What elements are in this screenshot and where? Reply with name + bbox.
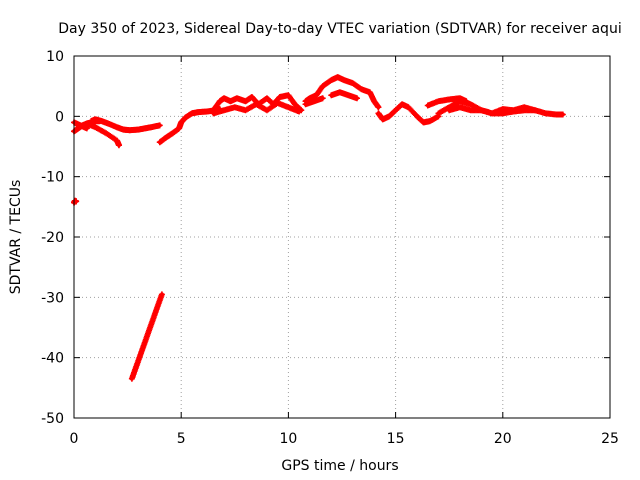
- axis-ticks: 0 5 10 15 20 25 10 0 -10 -20 -30 -40 -50: [41, 49, 619, 447]
- series-seg4: [88, 116, 163, 134]
- series-seg6: [128, 291, 165, 382]
- x-tick-label: 25: [601, 431, 619, 447]
- series-seg12: [375, 101, 442, 126]
- y-axis-label: SDTVAR / TECUs: [8, 180, 24, 295]
- series-seg14: [424, 95, 470, 109]
- series-seg5: [71, 197, 80, 206]
- x-tick-label: 0: [70, 431, 79, 447]
- data-point: [116, 142, 123, 149]
- series-seg2: [71, 119, 90, 132]
- data-point: [375, 104, 382, 111]
- grid: [74, 56, 610, 418]
- data-point: [559, 111, 566, 118]
- x-tick-label: 5: [177, 431, 186, 447]
- y-tick-label: 0: [55, 109, 64, 125]
- series-seg11: [328, 89, 361, 102]
- data-point: [463, 98, 470, 105]
- data-point: [319, 95, 326, 102]
- y-tick-label: -30: [41, 290, 64, 306]
- y-tick-label: -20: [41, 230, 64, 246]
- x-axis-label: GPS time / hours: [281, 458, 398, 474]
- series-seg10: [302, 74, 382, 111]
- data-point: [158, 291, 165, 298]
- chart-title: Day 350 of 2023, Sidereal Day-to-day VTE…: [58, 21, 621, 37]
- series-seg9: [210, 100, 303, 117]
- data-point: [296, 108, 303, 115]
- data-series: [71, 74, 566, 382]
- y-tick-label: 10: [46, 49, 64, 65]
- series-seg15: [446, 104, 566, 118]
- x-tick-label: 15: [387, 431, 405, 447]
- x-tick-label: 20: [494, 431, 512, 447]
- data-point: [354, 95, 361, 102]
- series-seg8: [210, 92, 305, 114]
- x-tick-label: 10: [279, 431, 297, 447]
- y-tick-label: -10: [41, 170, 64, 186]
- series-seg16: [302, 95, 326, 108]
- y-tick-label: -50: [41, 411, 64, 427]
- y-tick-label: -40: [41, 351, 64, 367]
- data-point: [156, 122, 163, 129]
